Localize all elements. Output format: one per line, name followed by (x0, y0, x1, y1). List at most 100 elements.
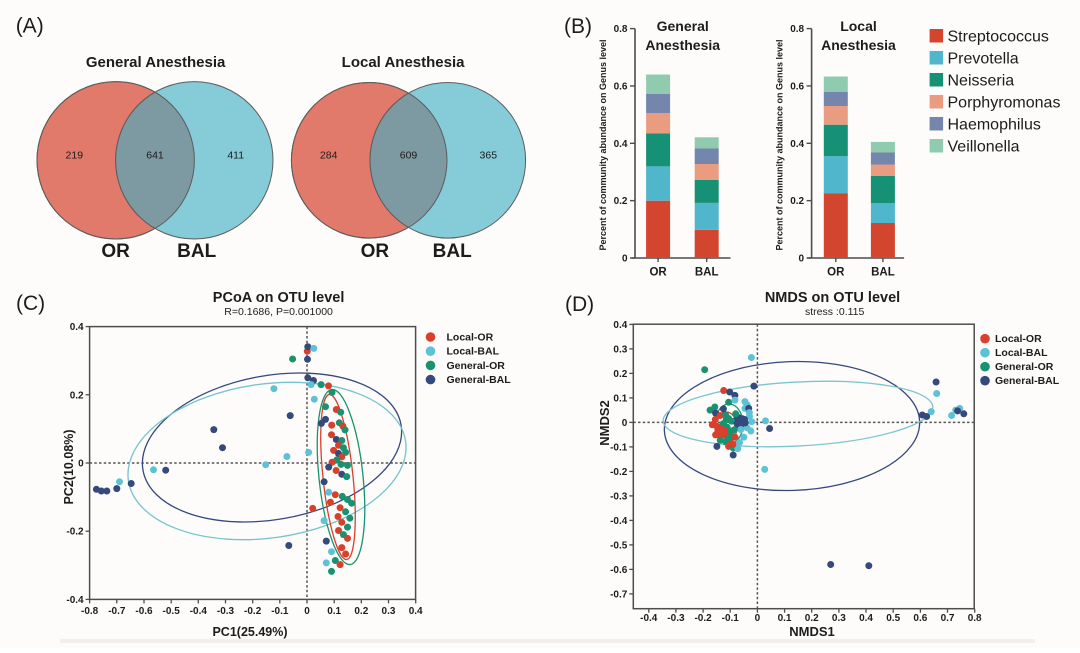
svg-text:0: 0 (622, 418, 628, 429)
svg-text:-0.4: -0.4 (190, 606, 208, 617)
svg-text:Veillonella: Veillonella (948, 139, 1020, 156)
svg-text:Local-OR: Local-OR (995, 333, 1042, 345)
svg-text:OR: OR (649, 267, 667, 279)
svg-text:-0.8: -0.8 (81, 606, 99, 617)
svg-text:0.2: 0.2 (70, 390, 84, 401)
svg-text:-0.6: -0.6 (610, 565, 628, 576)
svg-text:Neisseria: Neisseria (948, 73, 1015, 90)
svg-text:Porphyromonas: Porphyromonas (948, 95, 1061, 112)
svg-text:Local-BAL: Local-BAL (995, 347, 1048, 359)
svg-text:General-BAL: General-BAL (447, 374, 512, 386)
svg-text:0.3: 0.3 (613, 344, 627, 355)
svg-text:(B): (B) (564, 15, 592, 38)
svg-text:0: 0 (78, 459, 84, 470)
svg-text:0.7: 0.7 (941, 613, 955, 624)
svg-text:-0.2: -0.2 (66, 527, 84, 538)
svg-text:-0.1: -0.1 (722, 613, 740, 624)
svg-text:0.1: 0.1 (613, 393, 627, 404)
svg-text:General Anesthesia: General Anesthesia (86, 54, 226, 71)
svg-text:NMDS on OTU level: NMDS on OTU level (765, 290, 900, 306)
svg-text:0.5: 0.5 (886, 613, 900, 624)
svg-text:BAL: BAL (177, 241, 216, 262)
svg-text:641: 641 (146, 149, 164, 161)
svg-text:0.2: 0.2 (614, 196, 628, 207)
svg-text:(C): (C) (16, 292, 45, 315)
svg-text:Local Anesthesia: Local Anesthesia (342, 54, 465, 71)
svg-text:0.1: 0.1 (778, 613, 792, 624)
svg-text:219: 219 (66, 149, 84, 161)
svg-text:284: 284 (320, 149, 338, 161)
svg-text:Local-OR: Local-OR (447, 332, 494, 344)
svg-text:0.2: 0.2 (613, 369, 627, 380)
svg-text:0: 0 (304, 606, 310, 617)
svg-text:0.3: 0.3 (382, 606, 396, 617)
svg-text:0.1: 0.1 (327, 606, 341, 617)
svg-text:Prevotella: Prevotella (948, 51, 1019, 68)
svg-text:Streptococcus: Streptococcus (948, 29, 1049, 46)
svg-text:OR: OR (361, 241, 390, 262)
svg-text:-0.7: -0.7 (610, 589, 628, 600)
svg-text:PC2(10.08%): PC2(10.08%) (62, 429, 76, 504)
svg-text:0.6: 0.6 (913, 613, 927, 624)
svg-text:0.4: 0.4 (613, 320, 627, 331)
svg-text:0.8: 0.8 (968, 613, 982, 624)
svg-text:-0.7: -0.7 (108, 606, 126, 617)
svg-text:0: 0 (755, 613, 761, 624)
svg-text:-0.1: -0.1 (610, 442, 628, 453)
svg-text:Percent of community abundance: Percent of community abundance on Genus … (598, 39, 608, 250)
svg-text:-0.5: -0.5 (163, 606, 181, 617)
svg-text:0.4: 0.4 (70, 322, 84, 333)
svg-text:609: 609 (400, 149, 418, 161)
svg-text:-0.3: -0.3 (667, 613, 685, 624)
svg-text:(D): (D) (565, 293, 594, 316)
svg-text:General: General (657, 18, 709, 34)
svg-text:-0.2: -0.2 (244, 606, 262, 617)
svg-text:OR: OR (101, 241, 130, 262)
svg-text:0.4: 0.4 (409, 606, 423, 617)
svg-text:BAL: BAL (433, 241, 472, 262)
svg-text:-0.2: -0.2 (694, 613, 712, 624)
svg-text:-0.3: -0.3 (217, 606, 235, 617)
svg-text:-0.4: -0.4 (610, 516, 628, 527)
svg-text:NMDS1: NMDS1 (789, 624, 835, 639)
svg-text:0.8: 0.8 (790, 24, 804, 35)
svg-text:0: 0 (622, 254, 628, 265)
svg-text:0.2: 0.2 (790, 196, 804, 207)
svg-text:(A): (A) (16, 15, 44, 38)
svg-text:0.4: 0.4 (614, 139, 628, 150)
svg-text:-0.6: -0.6 (135, 606, 153, 617)
svg-text:365: 365 (480, 149, 498, 161)
svg-text:-0.3: -0.3 (610, 491, 628, 502)
svg-text:-0.5: -0.5 (610, 540, 628, 551)
svg-text:-0.4: -0.4 (640, 613, 658, 624)
svg-text:411: 411 (227, 149, 244, 161)
svg-text:-0.2: -0.2 (610, 467, 628, 478)
svg-text:PCoA on OTU level: PCoA on OTU level (213, 290, 345, 306)
svg-text:0.2: 0.2 (805, 613, 819, 624)
svg-text:Anesthesia: Anesthesia (645, 37, 720, 53)
svg-text:BAL: BAL (695, 267, 719, 279)
svg-text:0.4: 0.4 (790, 139, 804, 150)
svg-text:General-OR: General-OR (995, 361, 1054, 373)
svg-text:0.2: 0.2 (354, 606, 368, 617)
svg-text:General-OR: General-OR (447, 360, 506, 372)
svg-text:0.6: 0.6 (614, 81, 628, 92)
svg-text:Haemophilus: Haemophilus (948, 117, 1041, 134)
svg-text:stress :0.115: stress :0.115 (805, 306, 864, 318)
svg-text:0.4: 0.4 (859, 613, 873, 624)
svg-text:Local-BAL: Local-BAL (447, 346, 500, 358)
svg-text:0: 0 (799, 254, 805, 265)
svg-text:General-BAL: General-BAL (995, 375, 1060, 387)
svg-text:OR: OR (827, 267, 845, 279)
svg-text:PC1(25.49%): PC1(25.49%) (212, 625, 287, 639)
svg-text:-0.4: -0.4 (66, 595, 84, 606)
svg-text:R=0.1686, P=0.001000: R=0.1686, P=0.001000 (224, 306, 333, 318)
svg-text:0.3: 0.3 (832, 613, 846, 624)
svg-text:Local: Local (840, 18, 877, 34)
svg-text:0.8: 0.8 (614, 24, 628, 35)
svg-text:-0.1: -0.1 (271, 606, 289, 617)
svg-text:0.6: 0.6 (790, 81, 804, 92)
svg-text:Anesthesia: Anesthesia (821, 37, 896, 53)
svg-text:Percent of community abundance: Percent of community abundance on Genus … (775, 39, 785, 250)
svg-text:NMDS2: NMDS2 (597, 400, 612, 446)
